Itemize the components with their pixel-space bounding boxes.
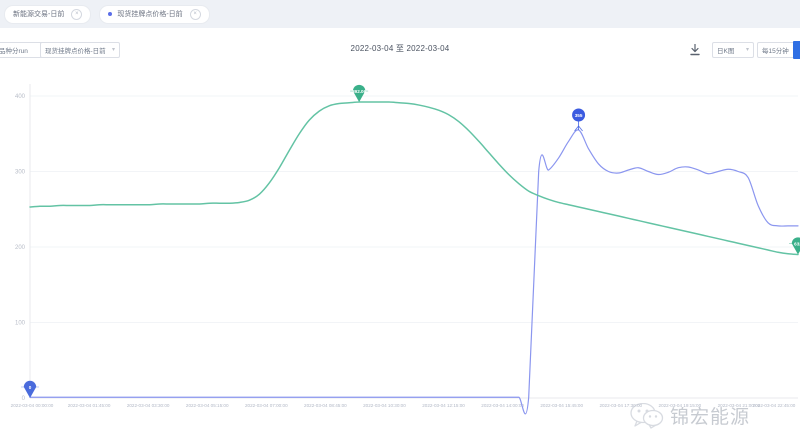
- chart-series-group: [29, 101, 799, 415]
- interval-select-value: 每15分钟: [762, 48, 789, 55]
- chart-gridlines: [29, 84, 798, 399]
- x-axis-tick-label: 2022-03-04 15:45:00: [540, 403, 583, 408]
- x-axis-tick-label: 2022-03-04 22:45:00: [753, 403, 796, 408]
- marker-value-label: 632: [794, 241, 800, 246]
- x-axis-tick-label: 2022-03-04 10:30:00: [363, 403, 406, 408]
- date-range-label: 2022-03-04 至 2022-03-04: [350, 44, 450, 53]
- y-axis-tick-label: 100: [15, 321, 26, 327]
- filter-tag-label: 现货挂牌点价格-日前: [117, 11, 183, 18]
- chart-y-axis: 0 100 200 300 400: [15, 94, 26, 402]
- green-end-marker[interactable]: 632: [789, 237, 800, 255]
- y-axis-tick-label: 200: [15, 245, 26, 251]
- x-axis-tick-label: 2022-03-04 12:15:00: [422, 403, 465, 408]
- category-select-value: 品种分run: [0, 48, 28, 55]
- filter-tag-bar: 新能源交易-日前 × 现货挂牌点价格-日前 ×: [0, 0, 800, 28]
- filter-tag-spot-price[interactable]: 现货挂牌点价格-日前 ×: [99, 4, 210, 24]
- y-axis-tick-label: 0: [22, 396, 26, 402]
- interval-select[interactable]: 每15分钟 ▾: [757, 42, 797, 58]
- series-line-new-energy: [29, 129, 799, 415]
- y-axis-tick-label: 400: [15, 94, 26, 100]
- chevron-down-icon: ▾: [111, 47, 115, 53]
- x-axis-tick-label: 2022-03-04 01:45:00: [68, 403, 111, 408]
- chart-type-select[interactable]: 日K图 ▾: [712, 42, 754, 58]
- x-axis-tick-label: 2022-03-04 07:00:00: [245, 403, 288, 408]
- filter-tag-label: 新能源交易-日前: [13, 11, 65, 18]
- marker-value-label: 392.06: [352, 89, 366, 94]
- chart-toolbar: 品种分run ▾ 现货挂牌点价格-日前 ▾ 2022-03-04 至 2022-…: [0, 40, 800, 64]
- series-color-dot-icon: [108, 12, 113, 16]
- product-select-value: 现货挂牌点价格-日前: [45, 48, 106, 55]
- x-axis-tick-label: 2022-03-04 17:30:00: [599, 403, 642, 408]
- x-axis-tick-label: 2022-03-04 00:00:00: [11, 403, 54, 408]
- series-line-spot-price: [29, 101, 799, 256]
- chart-type-select-value: 日K图: [717, 48, 735, 55]
- marker-value-label: 0: [29, 385, 32, 390]
- close-icon[interactable]: ×: [71, 8, 83, 20]
- chart-card: 品种分run ▾ 现货挂牌点价格-日前 ▾ 2022-03-04 至 2022-…: [0, 28, 800, 431]
- origin-marker[interactable]: 0: [21, 380, 39, 398]
- close-icon[interactable]: ×: [189, 8, 201, 20]
- blue-peak-marker[interactable]: 355: [572, 108, 586, 132]
- x-axis-tick-label: 2022-03-04 21:00:00: [718, 403, 761, 408]
- x-axis-tick-label: 2022-03-04 08:45:00: [304, 403, 347, 408]
- x-axis-tick-label: 2022-03-04 19:15:00: [659, 403, 702, 408]
- marker-value-label: 355: [575, 113, 583, 118]
- x-axis-tick-label: 2022-03-04 03:30:00: [127, 403, 170, 408]
- chart-area[interactable]: 0 100 200 300 400 2022-03-04 00:00:00 2022-03…: [0, 74, 800, 431]
- green-peak-marker[interactable]: 392.06: [350, 84, 369, 103]
- chart-x-axis: 2022-03-04 00:00:00 2022-03-04 01:45:00 20…: [11, 403, 796, 408]
- filter-tag-new-energy[interactable]: 新能源交易-日前 ×: [4, 4, 92, 24]
- product-select[interactable]: 现货挂牌点价格-日前 ▾: [40, 42, 120, 58]
- primary-action-button[interactable]: [793, 41, 800, 59]
- download-icon[interactable]: [689, 43, 701, 57]
- chart-markers-group[interactable]: 0 392.06 355 632: [21, 84, 800, 398]
- chevron-down-icon: ▾: [745, 47, 749, 53]
- y-axis-tick-label: 300: [15, 170, 26, 176]
- x-axis-tick-label: 2022-03-04 05:15:00: [186, 403, 229, 408]
- x-axis-tick-label: 2022-03-04 14:00:00: [481, 403, 524, 408]
